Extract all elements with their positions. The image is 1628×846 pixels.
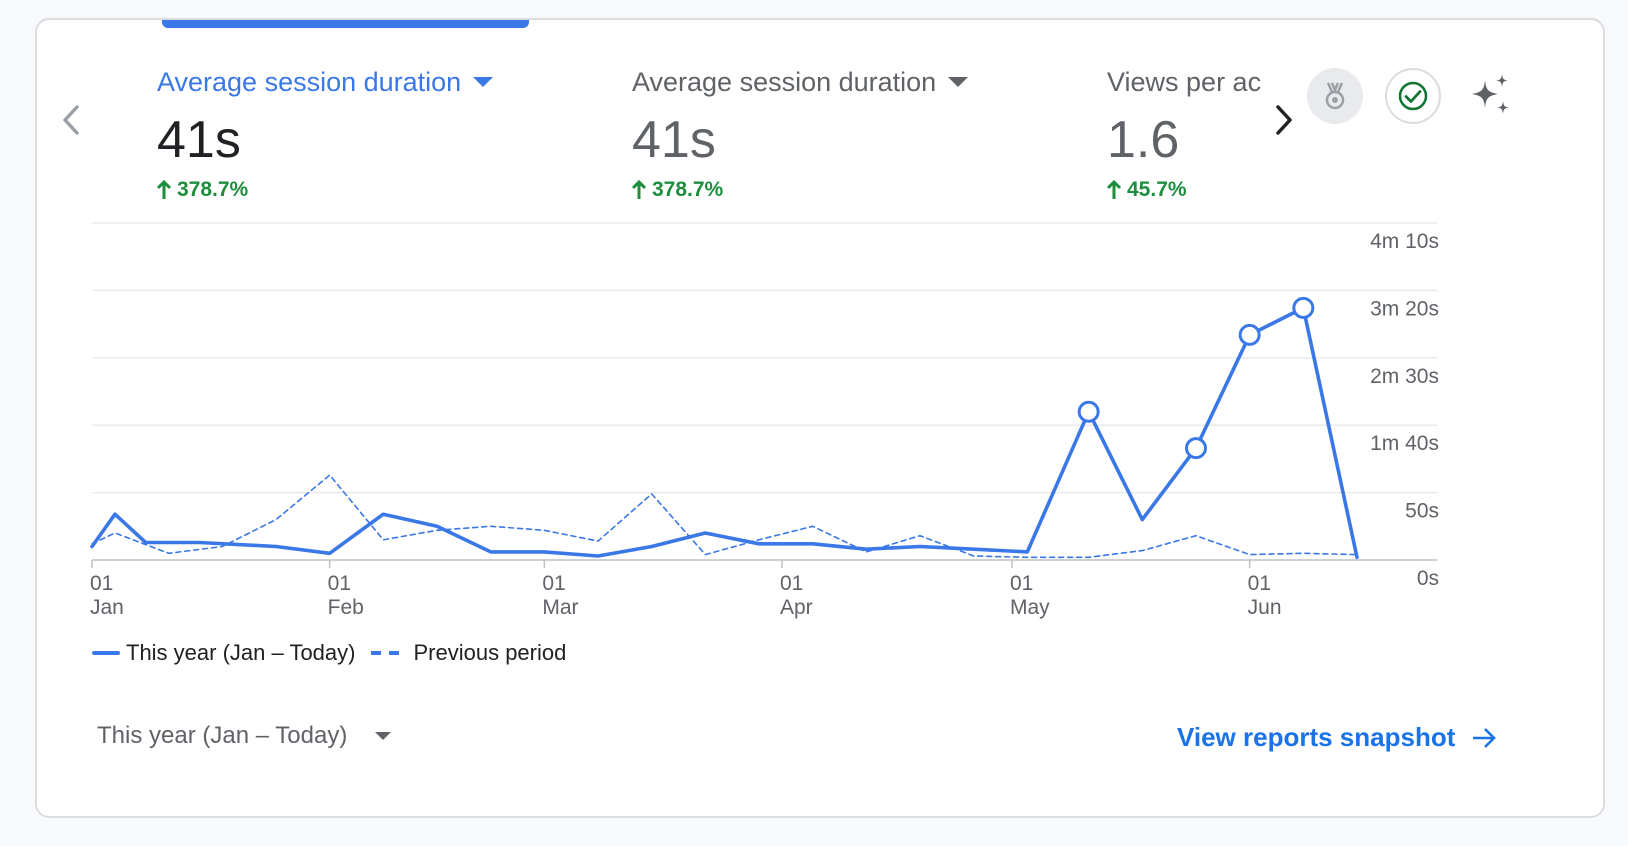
- metric-label: Views per ac: [1107, 64, 1265, 100]
- previous-metric-button[interactable]: [51, 100, 91, 140]
- verified-status-button[interactable]: [1385, 68, 1441, 124]
- check-circle-icon: [1398, 81, 1428, 111]
- y-tick-label: 1m 40s: [1370, 432, 1439, 455]
- chevron-right-icon: [1276, 105, 1292, 135]
- metric-label: Average session duration: [632, 64, 1052, 100]
- anomaly-marker[interactable]: [1238, 323, 1261, 346]
- anomaly-marker[interactable]: [1077, 400, 1100, 423]
- metric-tab-views-per-active-user[interactable]: Views per ac 1.6 45.7%: [1107, 64, 1265, 234]
- x-tick-label: 01: [780, 572, 803, 595]
- arrow-up-icon: [632, 180, 646, 199]
- anomaly-marker[interactable]: [1292, 296, 1315, 319]
- x-tick-label: May: [1010, 596, 1050, 619]
- insights-award-button[interactable]: [1307, 68, 1363, 124]
- caret-down-icon[interactable]: [473, 77, 494, 87]
- date-range-label: This year (Jan – Today): [97, 722, 348, 749]
- legend-item-current[interactable]: This year (Jan – Today): [92, 640, 355, 666]
- series-line-previous-period: [91, 474, 1358, 559]
- ai-insights-button[interactable]: [1462, 68, 1518, 124]
- metric-label: Average session duration: [157, 64, 577, 100]
- caret-down-icon: [375, 732, 392, 740]
- legend-label-previous: Previous period: [413, 640, 567, 665]
- sparkle-icon: [1472, 74, 1509, 114]
- x-tick-label: 01: [1248, 572, 1271, 595]
- metric-value: 41s: [157, 111, 241, 169]
- session-duration-card: Average session duration 41s 378.7% Aver…: [35, 18, 1605, 818]
- legend-label-current: This year (Jan – Today): [126, 640, 356, 665]
- date-range-selector[interactable]: This year (Jan – Today): [97, 722, 392, 750]
- x-tick-label: Jan: [90, 596, 124, 619]
- metric-label-text: Views per ac: [1107, 67, 1262, 97]
- metric-tab-average-session-duration-compare[interactable]: Average session duration 41s 378.7%: [632, 64, 1052, 234]
- x-tick-label: 01: [1010, 572, 1033, 595]
- view-reports-snapshot-link[interactable]: View reports snapshot: [1177, 722, 1497, 753]
- award-medal-icon: [1325, 82, 1345, 110]
- metric-change: 378.7%: [157, 178, 577, 202]
- chart-legend: This year (Jan – Today) Previous period: [92, 640, 582, 666]
- chevron-left-icon: [63, 105, 79, 135]
- x-tick-label: 01: [328, 572, 351, 595]
- metric-label-text: Average session duration: [157, 67, 462, 97]
- legend-solid-line: [92, 651, 120, 655]
- x-tick-label: Apr: [780, 596, 813, 619]
- arrow-up-icon: [157, 180, 171, 199]
- x-tick-label: Jun: [1248, 596, 1282, 619]
- metric-change-value: 378.7%: [177, 178, 249, 201]
- metric-change: 45.7%: [1107, 178, 1265, 202]
- metric-label-text: Average session duration: [632, 67, 937, 97]
- arrow-right-icon: [1473, 727, 1497, 748]
- next-metric-button[interactable]: [1264, 100, 1304, 140]
- active-metric-indicator: [162, 20, 529, 28]
- metric-value: 41s: [632, 111, 716, 169]
- legend-item-previous[interactable]: Previous period: [371, 640, 566, 666]
- x-tick-label: Feb: [328, 596, 364, 619]
- arrow-up-icon: [1107, 180, 1121, 199]
- y-tick-label: 2m 30s: [1370, 365, 1439, 388]
- anomaly-marker[interactable]: [1185, 437, 1207, 460]
- x-tick-label: 01: [90, 572, 113, 595]
- legend-dashed-line: [371, 651, 402, 655]
- metric-change-value: 45.7%: [1127, 178, 1187, 201]
- caret-down-icon[interactable]: [948, 77, 969, 87]
- y-tick-label: 50s: [1405, 500, 1439, 523]
- series-line-this-year: [90, 306, 1359, 560]
- y-tick-label: 3m 20s: [1370, 297, 1439, 320]
- metric-change: 378.7%: [632, 178, 1052, 202]
- x-tick-label: Mar: [542, 596, 578, 619]
- y-tick-label: 4m 10s: [1370, 230, 1439, 253]
- metric-value: 1.6: [1107, 111, 1180, 169]
- x-tick-label: 01: [542, 572, 565, 595]
- y-tick-label: 0s: [1417, 567, 1439, 590]
- metric-tab-average-session-duration[interactable]: Average session duration 41s 378.7%: [157, 64, 577, 234]
- metric-change-value: 378.7%: [652, 178, 724, 201]
- snapshot-link-label: View reports snapshot: [1177, 722, 1456, 752]
